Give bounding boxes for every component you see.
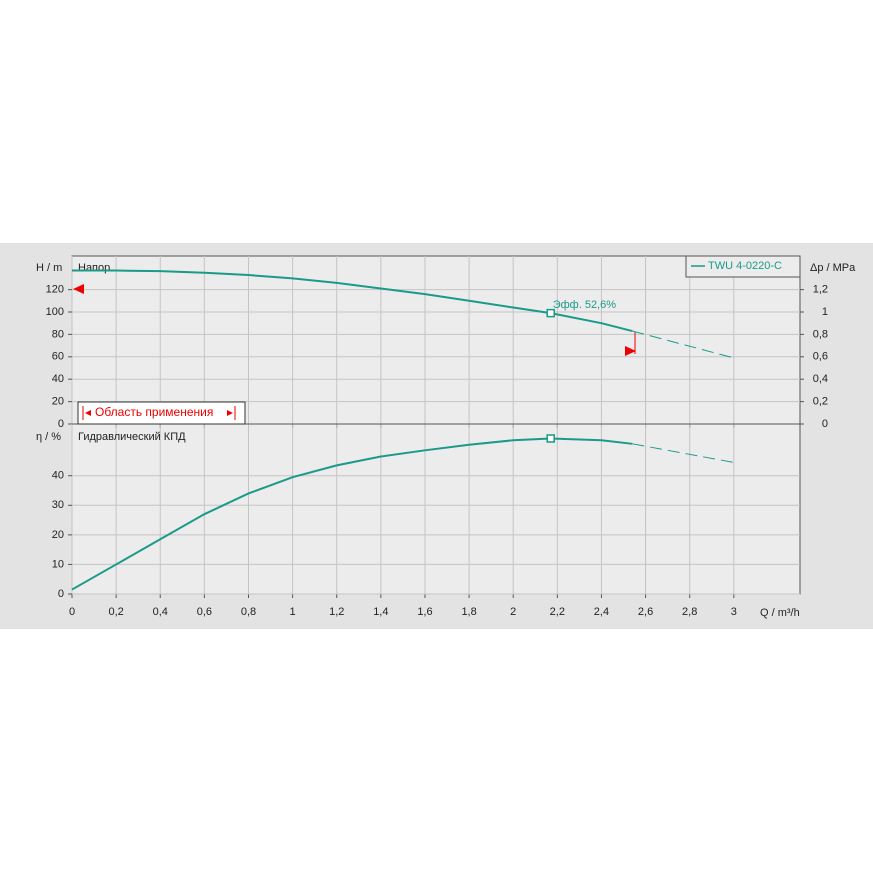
x-tick-label: 0 [69,606,75,618]
y-tick-label: 60 [52,351,64,363]
x-tick-label: 2,4 [594,606,609,618]
marks: Эфф. 52,6% [71,269,734,591]
limit-marker [73,284,84,294]
region-label: Область применения [95,405,213,419]
x-tick-label: 1,4 [373,606,388,618]
region-box [77,401,246,425]
annotation: Эфф. 52,6% [553,299,617,311]
y-tick-label: 0 [58,588,64,600]
y-label: η / % [36,431,61,443]
subplot-title: Напор [78,262,110,274]
x-tick-label: 0,8 [241,606,256,618]
plot-area [71,255,801,595]
y2-label: Δp / MPa [810,262,856,274]
x-tick-label: 1,6 [417,606,432,618]
y2-tick-label: 0,2 [813,396,828,408]
x-tick-label: 1,2 [329,606,344,618]
y-tick-label: 120 [46,284,64,296]
x-tick-label: 1,8 [461,606,476,618]
region-arrow [227,410,233,416]
legend [685,255,801,278]
y-tick-label: 100 [46,306,64,318]
x-tick-label: 0,6 [197,606,212,618]
x-tick-label: 2,8 [682,606,697,618]
limit-marker [625,346,636,356]
x-tick-label: 2,6 [638,606,653,618]
y2-tick-label: 0,8 [813,328,828,340]
curve [72,269,633,333]
y-tick-label: 80 [52,328,64,340]
y-label: H / m [36,262,62,274]
x-tick-label: 0,2 [108,606,123,618]
y2-tick-label: 1,2 [813,284,828,296]
y2-tick-label: 0,6 [813,351,828,363]
x-label: Q / m³/h [760,607,800,619]
y-tick-label: 0 [58,418,64,430]
legend-label: TWU 4-0220-C [708,260,782,272]
region-arrow [85,410,91,416]
y2-tick-label: 0,4 [813,373,828,385]
x-tick-label: 2 [510,606,516,618]
x-tick-label: 1 [290,606,296,618]
x-tick-label: 0,4 [153,606,168,618]
operating-point [546,308,555,318]
curve [71,437,633,591]
y2-tick-label: 1 [822,306,828,318]
x-tick-label: 3 [731,606,737,618]
y-tick-label: 20 [52,396,64,408]
y-tick-label: 20 [52,529,64,541]
y-tick-label: 30 [52,499,64,511]
y-tick-label: 40 [52,470,64,482]
operating-point [546,434,555,443]
subplot-title: Гидравлический КПД [78,431,186,443]
y-tick-label: 40 [52,373,64,385]
x-tick-label: 2,2 [550,606,565,618]
y-tick-label: 10 [52,558,64,570]
y2-tick-label: 0 [822,418,828,430]
